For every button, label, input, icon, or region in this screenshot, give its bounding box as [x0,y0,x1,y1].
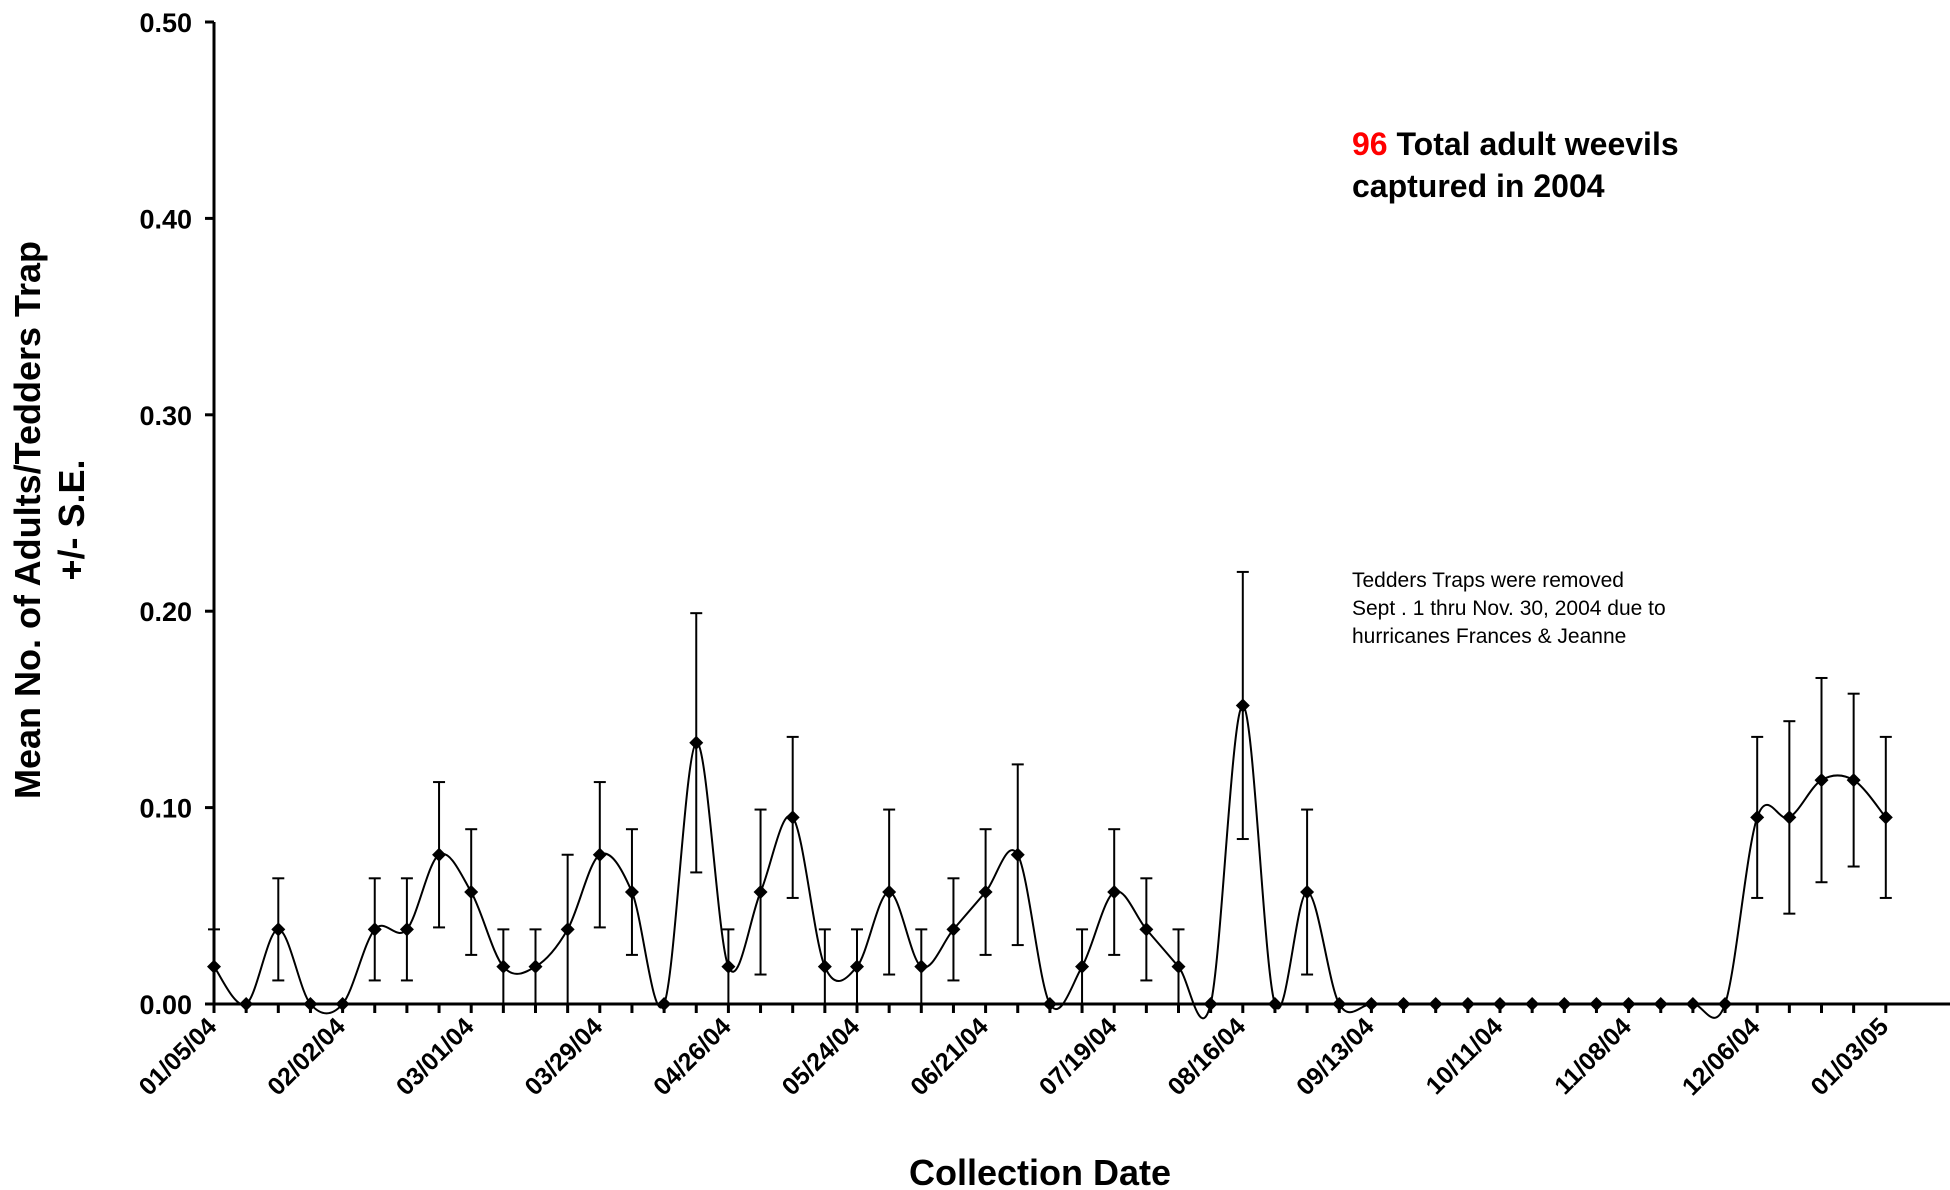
data-point [239,997,254,1011]
data-point [335,997,350,1011]
y-tick-label: 0.10 [139,794,192,824]
data-point [1750,810,1765,825]
data-point [1300,885,1315,900]
x-tick-label: 04/26/04 [648,1012,737,1101]
data-point [1493,997,1507,1011]
data-point [689,735,704,750]
data-point [753,885,768,900]
y-axis-ticks: 0.00 0.10 0.20 0.30 0.40 0.50 [139,8,214,1020]
data-point [207,959,221,974]
x-tick-label: 09/13/04 [1291,1012,1380,1101]
total-captured-line-2: captured in 2004 [1352,168,1605,204]
data-point [1010,847,1025,862]
x-tick-label: 05/24/04 [777,1012,866,1101]
data-point [1396,997,1411,1011]
y-axis-title-line-2: +/- S.E. [51,459,92,580]
data-point [1203,997,1218,1011]
data-point [528,959,543,974]
x-tick-label: 10/11/04 [1421,1012,1509,1100]
x-tick-label: 02/02/04 [262,1012,351,1101]
total-count-number: 96 [1352,126,1388,162]
data-markers [207,698,1893,1011]
x-tick-label: 07/19/04 [1034,1012,1123,1101]
trap-removal-note-line-2: Sept . 1 thru Nov. 30, 2004 due to [1352,597,1666,620]
trap-removal-note-line-3: hurricanes Frances & Jeanne [1352,625,1626,648]
x-tick-label: 06/21/04 [905,1012,994,1101]
data-point [817,959,832,974]
data-point [271,922,286,937]
y-tick-label: 0.50 [139,8,192,38]
data-point [1332,997,1347,1011]
y-axis-title-line-1: Mean No. of Adults/Tedders Trap [7,241,48,799]
data-point [624,885,639,900]
data-point [1075,959,1090,974]
data-point [432,847,447,862]
data-point [978,885,993,900]
y-tick-label: 0.00 [139,990,192,1020]
data-point [1782,810,1797,825]
data-point [785,810,800,825]
trap-removal-note-line-1: Tedders Traps were removed [1352,569,1624,592]
x-tick-label: 01/05/04 [134,1012,223,1101]
total-count-text: Total adult weevils [1388,126,1679,162]
data-point [657,997,672,1011]
data-point [464,885,479,900]
data-point [1557,997,1572,1011]
data-point [1364,997,1379,1011]
y-tick-label: 0.40 [139,204,192,234]
data-point [882,885,897,900]
data-point [721,959,736,974]
y-tick-label: 0.30 [139,401,192,431]
data-point [1878,810,1893,825]
data-point [303,997,318,1011]
error-bars [208,570,1892,1005]
x-tick-label: 08/16/04 [1162,1012,1251,1101]
data-point [1589,997,1604,1011]
data-point [1042,997,1057,1011]
data-point [1460,997,1475,1011]
data-point [367,922,382,937]
data-point [496,959,511,974]
x-tick-label: 11/08/04 [1549,1012,1637,1100]
data-point [592,847,607,862]
data-point [1653,997,1668,1011]
data-point [399,922,414,937]
data-point [1171,959,1186,974]
data-point [1814,773,1829,788]
y-tick-label: 0.20 [139,597,192,627]
total-captured-annotation: 96 Total adult weevils [1352,126,1679,162]
data-point [1235,698,1250,713]
y-axis-title: Mean No. of Adults/Tedders Trap +/- S.E. [7,241,92,799]
data-point [914,959,929,974]
data-point [1267,997,1282,1011]
data-point [1107,885,1122,900]
data-point [1685,997,1700,1011]
x-axis-title: Collection Date [909,1152,1171,1190]
data-point [1428,997,1443,1011]
x-tick-label: 12/06/04 [1677,1012,1766,1101]
x-tick-label: 01/03/05 [1805,1012,1894,1101]
data-point [1621,997,1636,1011]
data-point [850,959,864,974]
data-point [560,922,575,937]
data-point [1718,997,1733,1011]
data-point [946,922,961,937]
x-tick-label: 03/01/04 [391,1012,480,1101]
data-point [1139,922,1154,937]
data-point [1525,997,1540,1011]
series-line [213,704,1887,1020]
data-point [1846,773,1861,788]
x-axis-ticks: 01/05/04 02/02/04 03/01/04 03/29/04 04/26/04… [134,1004,1894,1101]
x-tick-label: 03/29/04 [519,1012,608,1101]
